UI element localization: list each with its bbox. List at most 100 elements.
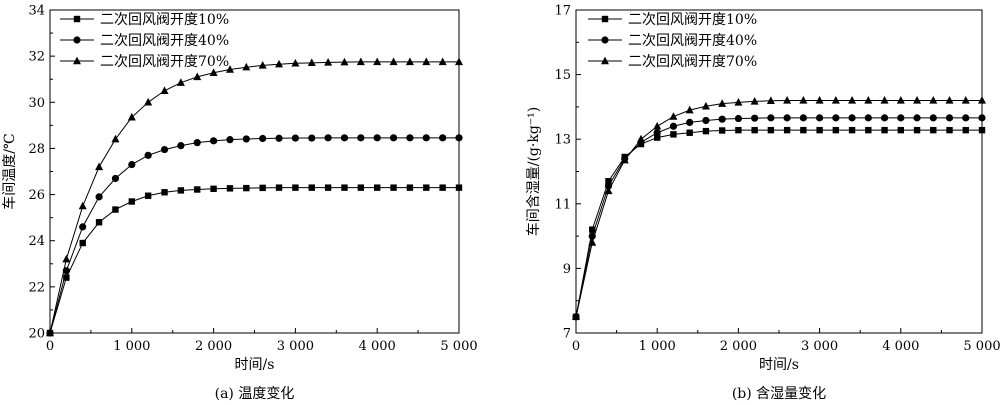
legend-marker-square xyxy=(601,15,609,23)
data-point-circle xyxy=(751,114,759,122)
y-tick-label: 13 xyxy=(554,133,571,148)
data-point-triangle xyxy=(620,155,629,164)
y-tick-label: 26 xyxy=(28,188,45,203)
data-point-triangle xyxy=(669,112,678,120)
data-point-circle xyxy=(324,134,332,142)
data-point-circle xyxy=(275,134,283,142)
legend-label: 二次回风阀开度70% xyxy=(628,54,757,70)
data-point-triangle xyxy=(685,105,694,114)
data-point-triangle xyxy=(46,328,54,337)
data-point-circle xyxy=(718,115,726,123)
data-point-square xyxy=(95,219,103,226)
data-point-square xyxy=(341,184,348,191)
data-point-triangle xyxy=(78,201,87,210)
data-point-circle xyxy=(799,114,807,122)
y-tick-label: 24 xyxy=(28,234,45,249)
y-tick-label: 20 xyxy=(28,327,45,342)
data-point-circle xyxy=(111,174,120,183)
x-axis-label: 时间/s xyxy=(235,357,275,373)
data-point-square xyxy=(144,192,152,199)
data-point-triangle xyxy=(340,57,349,66)
data-point-square xyxy=(324,184,332,191)
y-axis-label: 车间温度/℃ xyxy=(1,133,18,209)
x-tick-label: 5 000 xyxy=(963,339,1000,354)
data-point-triangle xyxy=(275,59,284,68)
data-point-square xyxy=(374,184,381,191)
data-point-triangle xyxy=(961,96,970,104)
data-point-triangle xyxy=(750,97,759,105)
y-tick-label: 11 xyxy=(554,197,571,212)
data-point-triangle xyxy=(978,96,986,104)
data-point-circle xyxy=(978,114,986,122)
data-point-circle xyxy=(734,114,743,123)
data-point-triangle xyxy=(438,57,447,66)
data-point-triangle xyxy=(896,96,905,104)
y-tick-label: 7 xyxy=(563,327,571,342)
data-point-triangle xyxy=(604,186,613,195)
data-point-circle xyxy=(308,134,316,142)
chart-caption: (b) 含湿量变化 xyxy=(732,386,826,402)
data-point-square xyxy=(686,129,693,136)
data-point-circle xyxy=(439,134,447,142)
data-point-triangle xyxy=(455,57,463,66)
legend-marker-triangle xyxy=(73,56,81,65)
data-point-square xyxy=(913,126,921,134)
series-line xyxy=(49,187,459,334)
legend: 二次回风阀开度10% 二次回风阀开度40% 二次回风阀开度70% xyxy=(60,12,229,70)
series-triangle xyxy=(46,57,463,337)
data-point-square xyxy=(357,184,365,191)
data-point-triangle xyxy=(307,58,316,67)
data-point-square xyxy=(897,126,904,134)
y-tick-label: 15 xyxy=(554,68,571,83)
data-point-triangle xyxy=(258,60,267,69)
y-tick-label: 34 xyxy=(28,4,45,19)
data-point-circle xyxy=(945,114,954,122)
data-point-circle xyxy=(832,114,840,122)
series-line xyxy=(575,99,982,317)
data-point-triangle xyxy=(913,96,922,104)
data-point-square xyxy=(210,185,217,193)
data-point-square xyxy=(589,226,596,233)
data-point-circle xyxy=(929,114,937,122)
data-point-square xyxy=(930,126,937,134)
data-point-triangle xyxy=(242,62,251,71)
data-point-square xyxy=(751,126,758,134)
data-point-square xyxy=(783,126,791,134)
x-tick-label: 2 000 xyxy=(195,339,232,354)
data-point-triangle xyxy=(815,96,824,104)
legend-marker-circle xyxy=(601,36,609,44)
data-point-circle xyxy=(193,139,201,147)
x-tick-label: 0 xyxy=(46,339,54,354)
data-point-square xyxy=(718,127,726,134)
x-tick-label: 2 000 xyxy=(720,339,757,354)
chart-b: 0 1 000 2 000 3 000 4 000 5 000 7 9 11 13 15 17 时间/s… xyxy=(525,4,1000,403)
data-point-square xyxy=(816,126,823,134)
data-point-triangle xyxy=(734,97,743,106)
x-tick-label: 1 000 xyxy=(639,339,676,354)
data-point-square xyxy=(112,206,119,213)
legend-label: 二次回风阀开度40% xyxy=(628,33,757,49)
data-point-square xyxy=(832,126,840,134)
data-point-square xyxy=(243,184,250,192)
series-circle xyxy=(46,134,463,337)
data-point-square xyxy=(455,184,463,191)
data-point-triangle xyxy=(405,57,414,66)
x-tick-label: 3 000 xyxy=(801,339,838,354)
chart-a: 0 1 000 2 000 3 000 4 000 5 000 20 22 24 26 28 30 32… xyxy=(1,4,478,403)
data-point-triangle xyxy=(766,96,775,104)
x-tick-label: 4 000 xyxy=(882,339,919,354)
data-point-square xyxy=(63,274,70,281)
legend-marker-square xyxy=(73,15,81,23)
x-tick-label: 5 000 xyxy=(440,339,477,354)
data-point-circle xyxy=(210,137,218,145)
data-point-triangle xyxy=(572,312,580,321)
data-point-circle xyxy=(406,134,414,142)
data-point-circle xyxy=(389,134,398,142)
data-point-square xyxy=(308,184,315,191)
data-point-circle xyxy=(783,114,791,122)
legend-label: 二次回风阀开度10% xyxy=(628,12,757,28)
data-point-circle xyxy=(702,116,710,125)
data-point-triangle xyxy=(356,57,365,66)
data-point-triangle xyxy=(653,121,662,130)
data-point-circle xyxy=(897,114,905,122)
